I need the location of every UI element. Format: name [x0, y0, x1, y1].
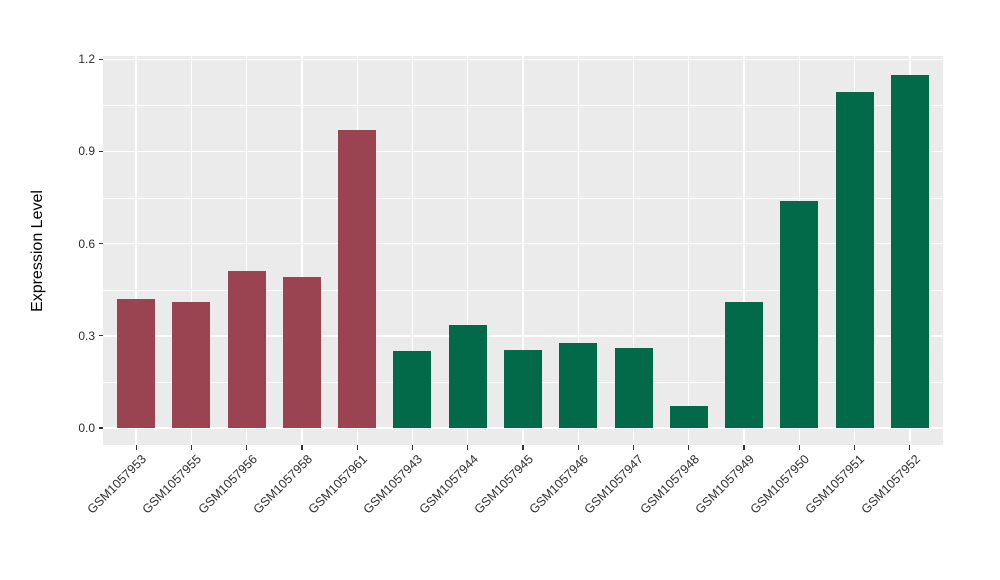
- bar-GSM1057953: [117, 298, 156, 428]
- x-tick-mark: [301, 445, 303, 450]
- x-tick-mark: [743, 445, 745, 450]
- gridline-vertical-major: [522, 56, 524, 445]
- bar-GSM1057948: [669, 406, 708, 428]
- x-tick-mark: [467, 445, 469, 450]
- bar-GSM1057951: [835, 91, 874, 428]
- x-tick-mark: [853, 445, 856, 450]
- x-tick-mark: [190, 445, 192, 450]
- gridline-vertical-major: [135, 56, 137, 445]
- bar-GSM1057949: [725, 302, 764, 428]
- x-tick-label: GSM1057952: [858, 452, 923, 517]
- bar-GSM1057945: [504, 349, 542, 428]
- x-tick-mark: [632, 445, 635, 450]
- bar-GSM1057946: [559, 343, 598, 428]
- y-tick-mark: [99, 427, 103, 429]
- gridline-vertical-major: [467, 56, 469, 445]
- bar-GSM1057956: [227, 271, 266, 428]
- bar-GSM1057955: [172, 302, 211, 428]
- y-tick-label: 0.3: [78, 328, 95, 343]
- x-tick-mark: [522, 445, 524, 450]
- gridline-vertical-major: [301, 56, 303, 445]
- bar-GSM1057958: [282, 277, 321, 428]
- x-tick-mark: [798, 445, 800, 450]
- bar-GSM1057947: [614, 348, 653, 428]
- bar-GSM1057950: [780, 200, 819, 428]
- bar-GSM1057961: [338, 129, 377, 428]
- y-tick-label: 0.9: [78, 144, 95, 159]
- gridline-vertical-major: [688, 56, 690, 445]
- y-tick-label: 0.6: [78, 236, 95, 251]
- bar-GSM1057943: [393, 351, 432, 428]
- plot-panel: [103, 56, 943, 445]
- y-tick-mark: [99, 58, 103, 60]
- y-tick-mark: [99, 150, 103, 153]
- x-tick-mark: [135, 445, 137, 450]
- x-tick-mark: [411, 445, 414, 450]
- gridline-vertical-major: [577, 56, 579, 445]
- bar-GSM1057944: [448, 325, 487, 428]
- x-tick-mark: [577, 445, 579, 450]
- x-tick-label: GSM1057943: [360, 452, 426, 517]
- x-tick-mark: [688, 445, 690, 450]
- y-axis-title: Expression Level: [29, 189, 46, 312]
- y-tick-label: 0.0: [78, 421, 95, 435]
- gridline-vertical-major: [743, 56, 745, 445]
- x-tick-mark: [909, 445, 911, 450]
- x-tick-label: GSM1057951: [803, 452, 868, 517]
- gridline-vertical-major: [190, 56, 193, 445]
- y-tick-mark: [99, 243, 103, 245]
- y-axis-title-box: Expression Level: [26, 56, 50, 445]
- gridline-vertical-major: [245, 56, 248, 445]
- x-tick-label: GSM1057955: [139, 452, 205, 517]
- y-tick-label: 1.2: [78, 52, 95, 67]
- x-tick-mark: [356, 445, 358, 450]
- x-tick-mark: [246, 445, 248, 450]
- x-tick-label: GSM1057947: [581, 452, 647, 517]
- gridline-vertical-major: [632, 56, 635, 445]
- y-tick-mark: [99, 335, 103, 337]
- gridline-vertical-major: [411, 56, 414, 445]
- bar-GSM1057952: [890, 74, 929, 428]
